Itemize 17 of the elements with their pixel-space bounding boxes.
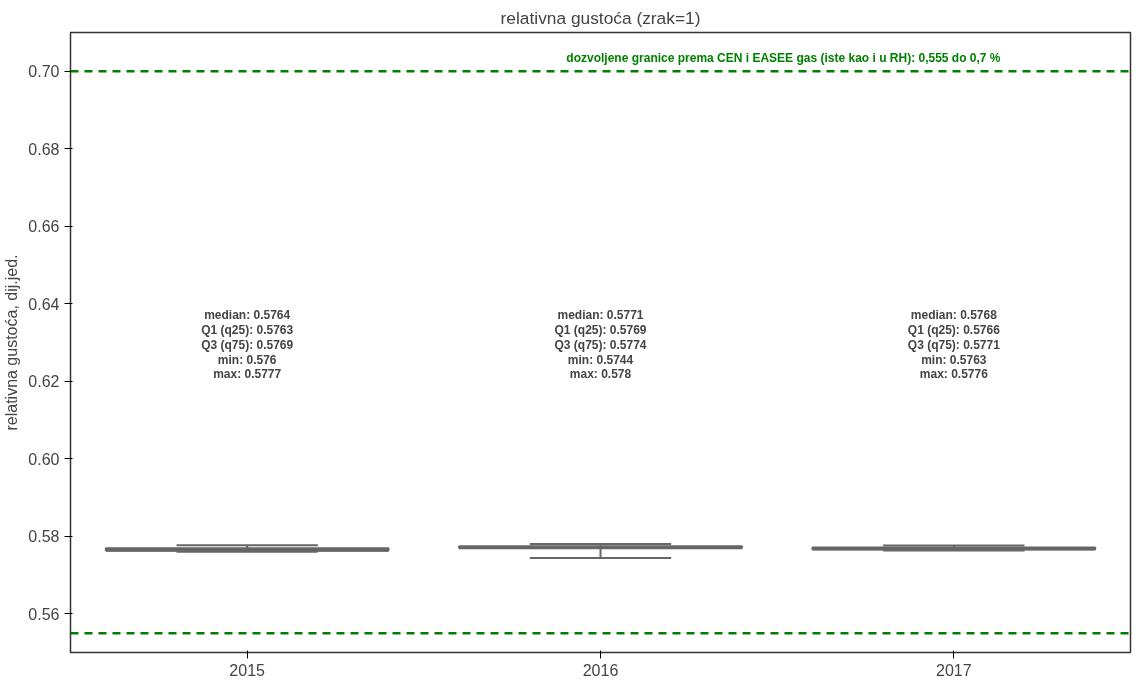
y-tick-label: 0.62: [28, 373, 60, 391]
y-tick-label: 0.70: [28, 63, 60, 81]
x-tick-label: 2017: [936, 661, 972, 679]
y-axis-title: relativna gustoća, dij.jed.: [3, 254, 21, 431]
annotation: median: 0.5764 Q1 (q25): 0.5763 Q3 (q75): 0.5769 min: 0.576 max: 0.5777: [201, 308, 294, 382]
chart-title: relativna gustoća (zrak=1): [500, 7, 701, 28]
annotation: median: 0.5771 Q1 (q25): 0.5769 Q3 (q75): 0.5774 min: 0.5744 max: 0.578: [554, 308, 647, 382]
annotation: median: 0.5768 Q1 (q25): 0.5766 Q3 (q75): 0.5771 min: 0.5763 max: 0.5776: [907, 308, 1001, 382]
y-tick-label: 0.68: [28, 140, 60, 158]
y-tick-label: 0.60: [28, 450, 60, 468]
y-tick-label: 0.64: [28, 295, 60, 313]
y-tick-label: 0.56: [28, 605, 60, 623]
x-tick-label: 2015: [229, 661, 266, 679]
y-tick-label: 0.58: [28, 528, 60, 546]
x-tick-label: 2016: [582, 661, 619, 679]
ref-line-label: dozvoljene granice prema CEN i EASEE gas (iste kao i u RH): 0,555 do 0,7 %: [566, 51, 1001, 66]
y-tick-label: 0.66: [28, 218, 60, 236]
